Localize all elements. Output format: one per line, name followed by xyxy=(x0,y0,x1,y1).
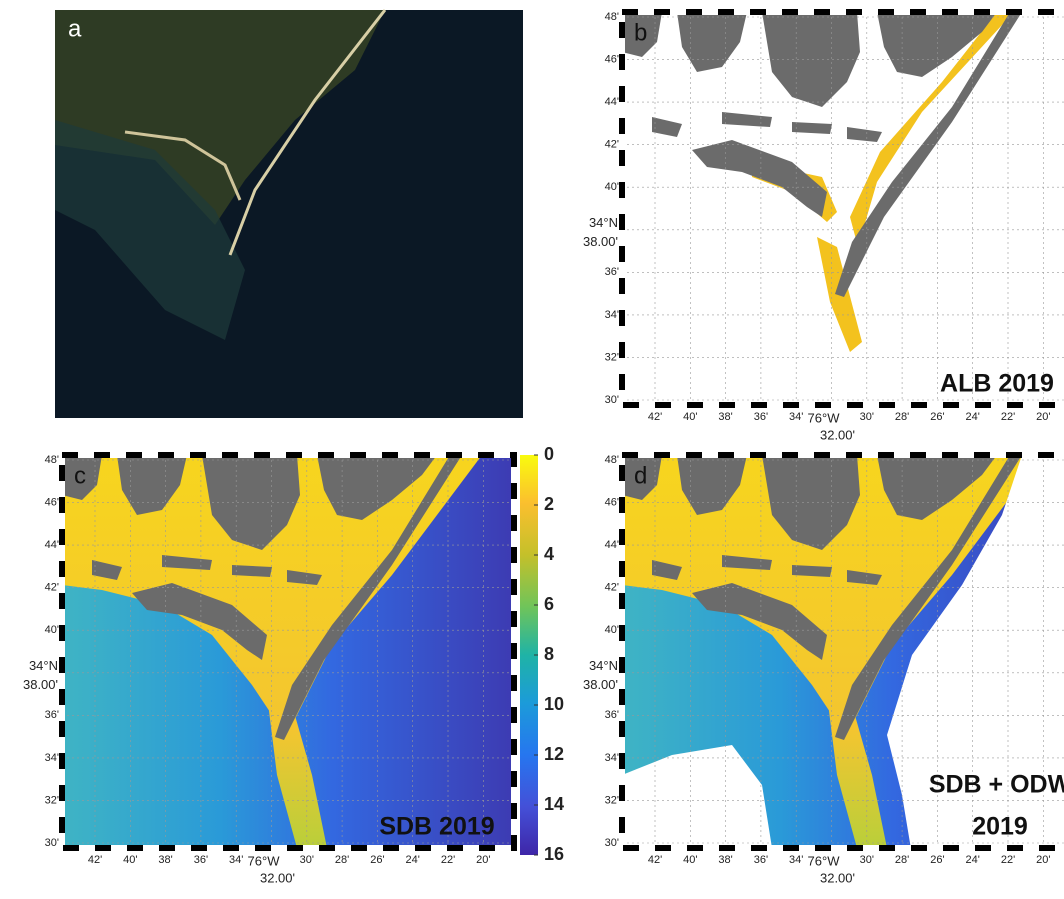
y-tick-label: 30' xyxy=(605,837,619,849)
x-tick-label: 36' xyxy=(194,854,208,866)
y-tick-label: 44' xyxy=(45,539,59,551)
x-tick-label: 20' xyxy=(476,854,490,866)
y-tick-label: 48' xyxy=(605,454,619,466)
x-tick-label: 30' xyxy=(300,854,314,866)
x-tick-label: 32.00' xyxy=(260,870,295,885)
x-tick-label: 32.00' xyxy=(820,427,855,442)
x-tick-label: 26' xyxy=(930,411,944,423)
panel-label: b xyxy=(634,19,647,46)
x-tick-label: 34' xyxy=(789,411,803,423)
y-tick-label: 36' xyxy=(605,266,619,278)
lat-label: 34°N xyxy=(29,658,58,673)
x-tick-label: 42' xyxy=(88,854,102,866)
y-tick-label: 38.00' xyxy=(583,234,618,249)
x-tick-label: 28' xyxy=(335,854,349,866)
y-tick-label: 38.00' xyxy=(23,677,58,692)
y-tick-label: 44' xyxy=(605,96,619,108)
x-tick-label: 38' xyxy=(718,411,732,423)
y-tick-label: 34' xyxy=(45,752,59,764)
x-tick-label: 40' xyxy=(123,854,137,866)
panel-label: d xyxy=(634,462,647,489)
lon-label: 76°W xyxy=(808,853,841,868)
x-tick-label: 38' xyxy=(158,854,172,866)
x-tick-label: 26' xyxy=(370,854,384,866)
x-tick-label: 40' xyxy=(683,411,697,423)
x-tick-label: 22' xyxy=(441,854,455,866)
x-tick-label: 36' xyxy=(754,411,768,423)
y-tick-label: 34' xyxy=(605,752,619,764)
page: {"panels": [ {"label": "a", "annotation"… xyxy=(0,0,1064,899)
y-tick-label: 36' xyxy=(605,709,619,721)
annotation: 2019 xyxy=(972,813,1028,841)
x-tick-label: 20' xyxy=(1036,411,1050,423)
y-tick-label: 42' xyxy=(605,139,619,151)
lon-label: 76°W xyxy=(808,410,841,425)
x-tick-label: 42' xyxy=(648,411,662,423)
x-tick-label: 26' xyxy=(930,854,944,866)
x-tick-label: 24' xyxy=(966,411,980,423)
y-tick-label: 46' xyxy=(605,53,619,65)
lat-label: 34°N xyxy=(589,658,618,673)
figure: a 48' 46' 44' 42' 40' 34°N 38.00' 36' 34' 32' 30' 4… xyxy=(0,0,1064,899)
lat-label: 34°N xyxy=(589,215,618,230)
y-tick-label: 30' xyxy=(45,837,59,849)
y-tick-label: 44' xyxy=(605,539,619,551)
panel-label: a xyxy=(68,15,82,42)
lon-label: 76°W xyxy=(248,853,281,868)
x-tick-label: 24' xyxy=(966,854,980,866)
colorbar-label: 6 xyxy=(544,594,554,614)
y-tick-label: 48' xyxy=(45,454,59,466)
y-tick-label: 48' xyxy=(605,11,619,23)
panel-label: c xyxy=(74,462,86,489)
x-tick-label: 22' xyxy=(1001,411,1015,423)
y-tick-label: 42' xyxy=(45,582,59,594)
colorbar-label: 0 xyxy=(544,444,554,464)
y-tick-label: 32' xyxy=(45,794,59,806)
annotation: SDB + ODW xyxy=(929,771,1064,799)
x-tick-label: 34' xyxy=(229,854,243,866)
map-panel xyxy=(622,12,1064,405)
y-tick-label: 32' xyxy=(605,794,619,806)
x-tick-label: 28' xyxy=(895,854,909,866)
x-tick-label: 30' xyxy=(860,411,874,423)
map-panel xyxy=(62,455,514,848)
x-tick-label: 20' xyxy=(1036,854,1050,866)
x-tick-label: 36' xyxy=(754,854,768,866)
colorbar-label: 2 xyxy=(544,494,554,514)
y-tick-label: 32' xyxy=(605,351,619,363)
x-tick-label: 38' xyxy=(718,854,732,866)
x-tick-label: 28' xyxy=(895,411,909,423)
satellite-image xyxy=(55,10,523,418)
x-tick-label: 30' xyxy=(860,854,874,866)
x-tick-label: 22' xyxy=(1001,854,1015,866)
x-tick-label: 40' xyxy=(683,854,697,866)
y-tick-label: 46' xyxy=(605,496,619,508)
colorbar-label: 4 xyxy=(544,544,554,564)
y-tick-label: 40' xyxy=(605,181,619,193)
annotation: ALB 2019 xyxy=(940,370,1054,398)
colorbar-label: 10 xyxy=(544,694,564,714)
colorbar-label: 12 xyxy=(544,744,564,764)
colorbar-label: 8 xyxy=(544,644,554,664)
colorbar-label: 14 xyxy=(544,794,564,814)
annotation: SDB 2019 xyxy=(379,813,494,841)
y-tick-label: 30' xyxy=(605,394,619,406)
x-tick-label: 24' xyxy=(406,854,420,866)
x-tick-label: 32.00' xyxy=(820,870,855,885)
y-tick-label: 42' xyxy=(605,582,619,594)
x-tick-label: 42' xyxy=(648,854,662,866)
y-tick-label: 40' xyxy=(45,624,59,636)
y-tick-label: 40' xyxy=(605,624,619,636)
x-tick-label: 34' xyxy=(789,854,803,866)
colorbar-label: 16 xyxy=(544,844,564,864)
y-tick-label: 38.00' xyxy=(583,677,618,692)
y-tick-label: 46' xyxy=(45,496,59,508)
y-tick-label: 36' xyxy=(45,709,59,721)
y-tick-label: 34' xyxy=(605,309,619,321)
